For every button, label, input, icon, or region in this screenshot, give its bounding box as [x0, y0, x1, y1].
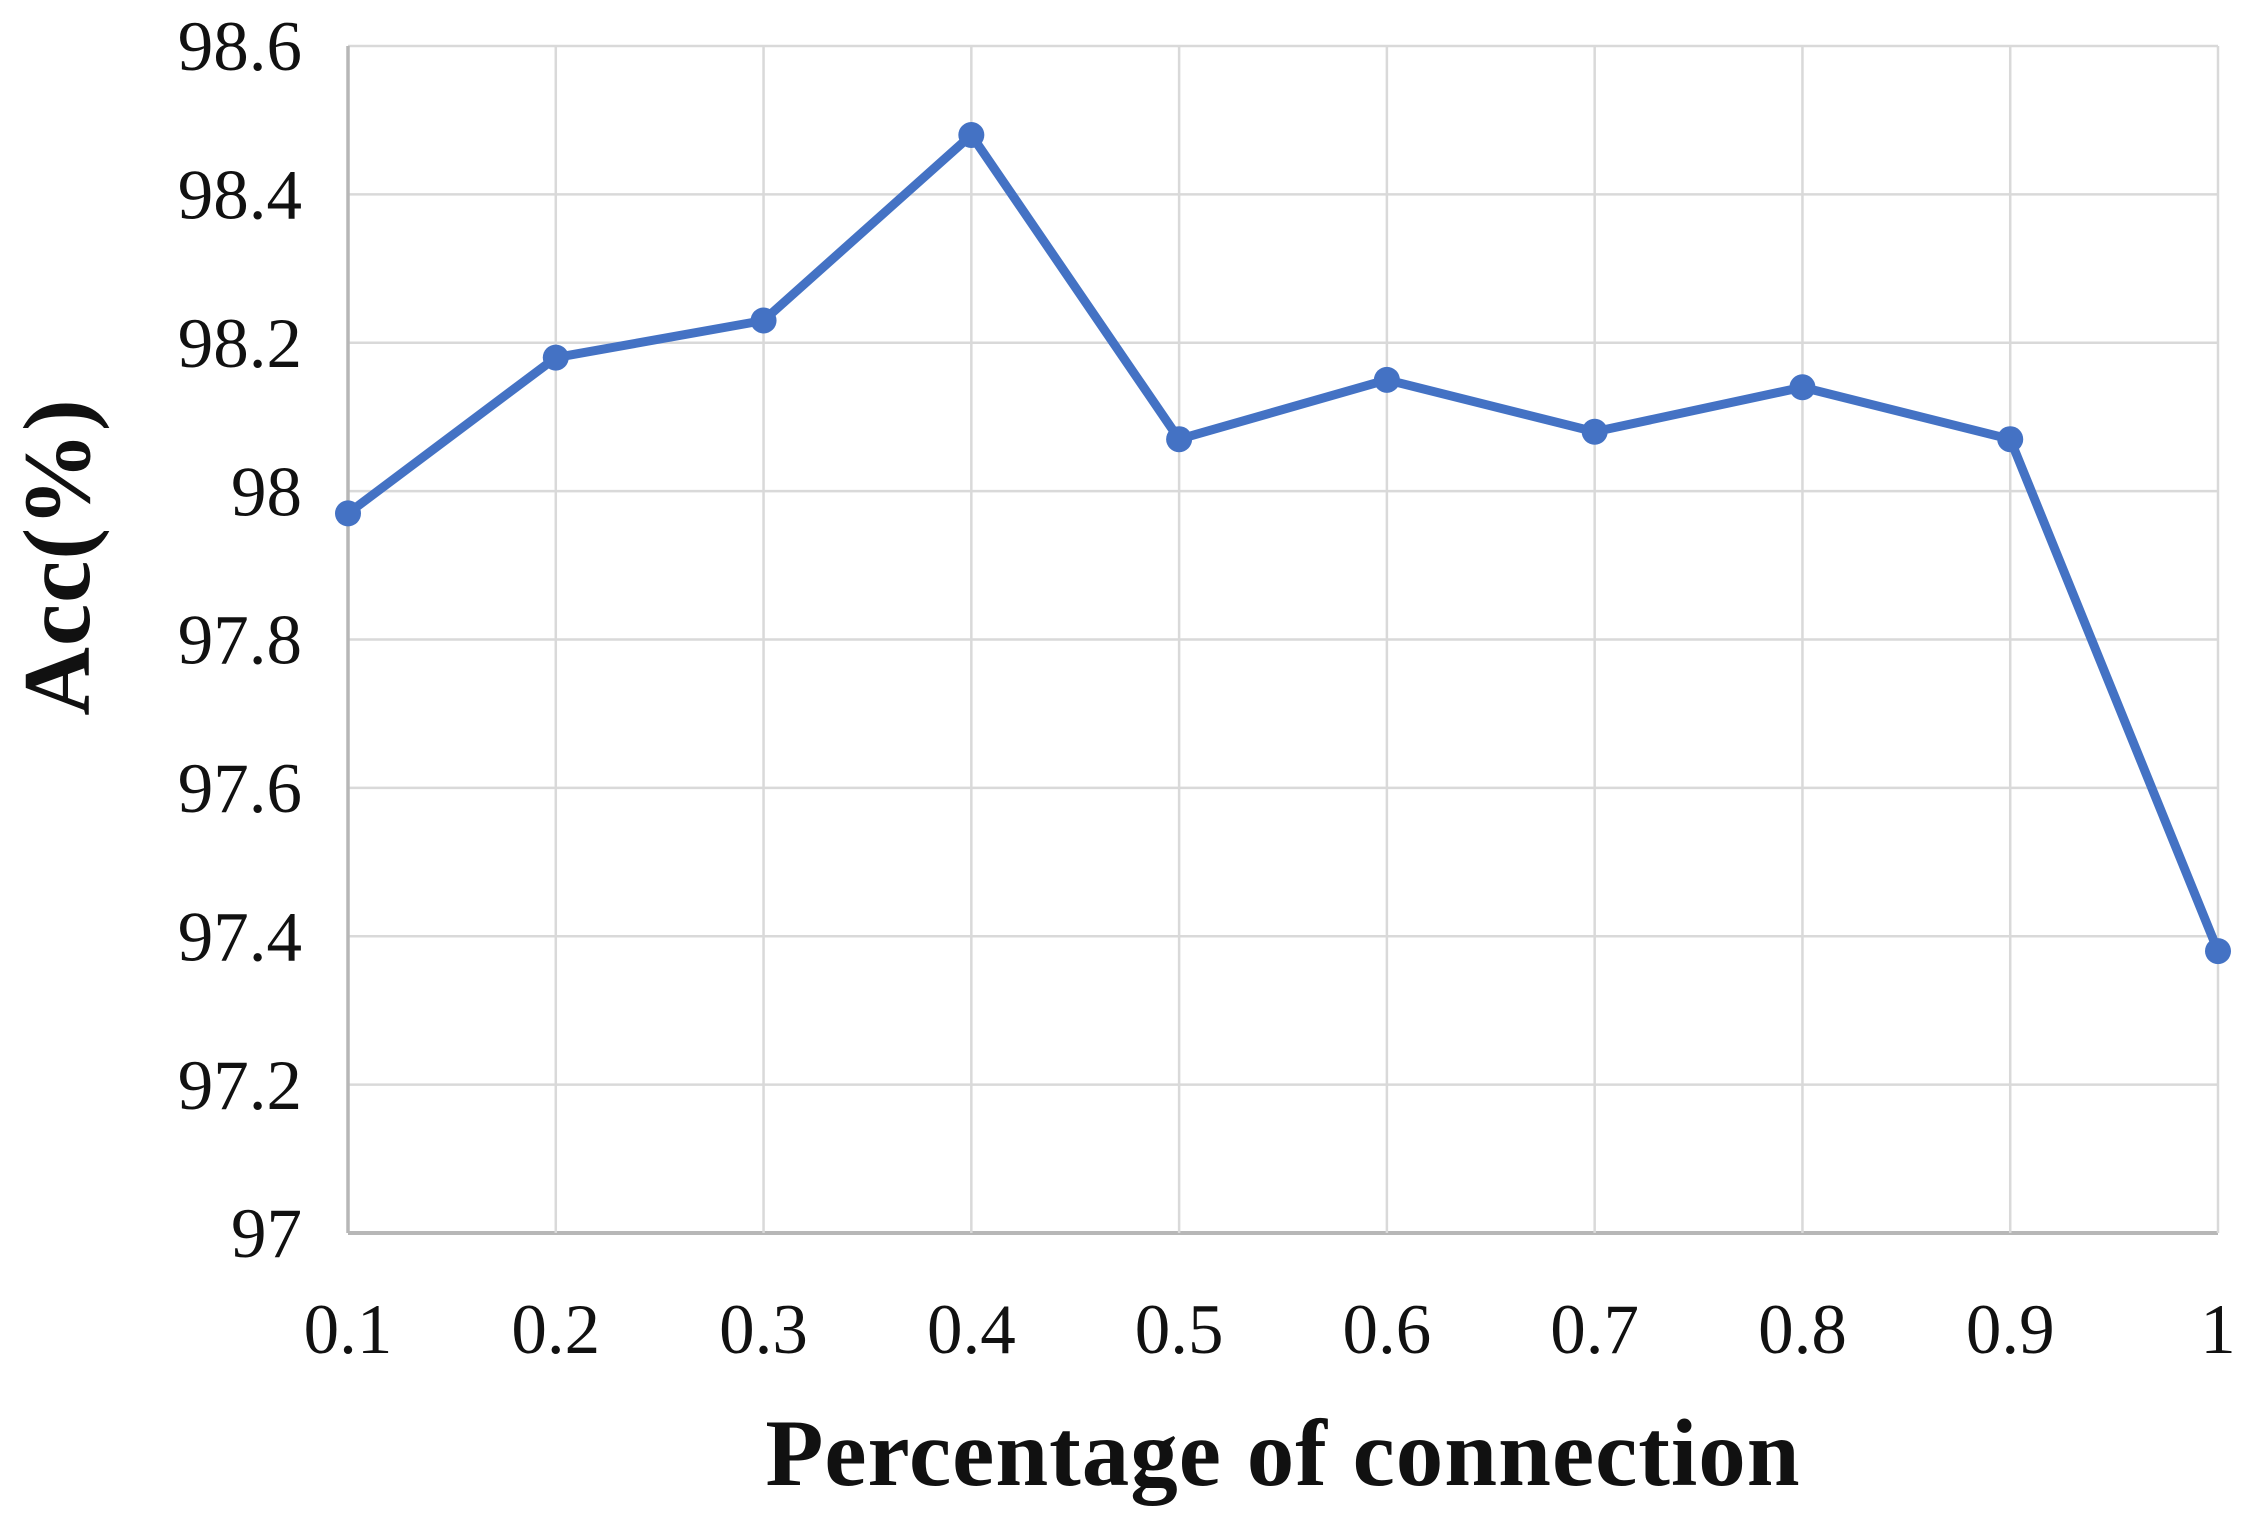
- y-axis-title: Acc(%): [4, 398, 110, 716]
- data-point-marker: [542, 344, 569, 371]
- x-tick-label: 0.6: [1343, 1291, 1432, 1369]
- x-tick-label: 0.2: [511, 1291, 600, 1369]
- data-point-marker: [2205, 938, 2231, 965]
- data-point-marker: [750, 307, 777, 334]
- x-tick-label: 1: [2200, 1291, 2236, 1369]
- x-tick-label: 0.1: [304, 1291, 393, 1369]
- y-tick-label: 97.8: [178, 602, 302, 680]
- data-point-marker: [958, 122, 985, 149]
- y-tick-label: 98: [231, 453, 302, 531]
- y-tick-label: 98.2: [178, 305, 302, 383]
- y-tick-label: 97.2: [178, 1047, 302, 1125]
- data-point-marker: [1997, 426, 2024, 453]
- x-tick-label: 0.3: [719, 1291, 808, 1369]
- y-tick-label: 98.4: [178, 157, 302, 235]
- y-tick-label: 98.6: [178, 8, 302, 86]
- y-tick-label: 97.6: [178, 750, 302, 828]
- data-point-marker: [1581, 418, 1608, 445]
- x-axis-title: Percentage of connection: [765, 1400, 1801, 1506]
- x-tick-label: 0.4: [927, 1291, 1016, 1369]
- data-point-marker: [1789, 374, 1816, 401]
- x-tick-label: 0.7: [1550, 1291, 1639, 1369]
- x-tick-label: 0.9: [1966, 1291, 2055, 1369]
- data-point-marker: [335, 500, 361, 527]
- y-tick-label: 97: [231, 1195, 302, 1273]
- x-tick-label: 0.8: [1758, 1291, 1847, 1369]
- y-tick-label: 97.4: [178, 898, 302, 976]
- data-point-marker: [1166, 426, 1193, 453]
- data-point-marker: [1373, 366, 1400, 393]
- data-line: [343, 130, 2223, 956]
- x-tick-label: 0.5: [1135, 1291, 1224, 1369]
